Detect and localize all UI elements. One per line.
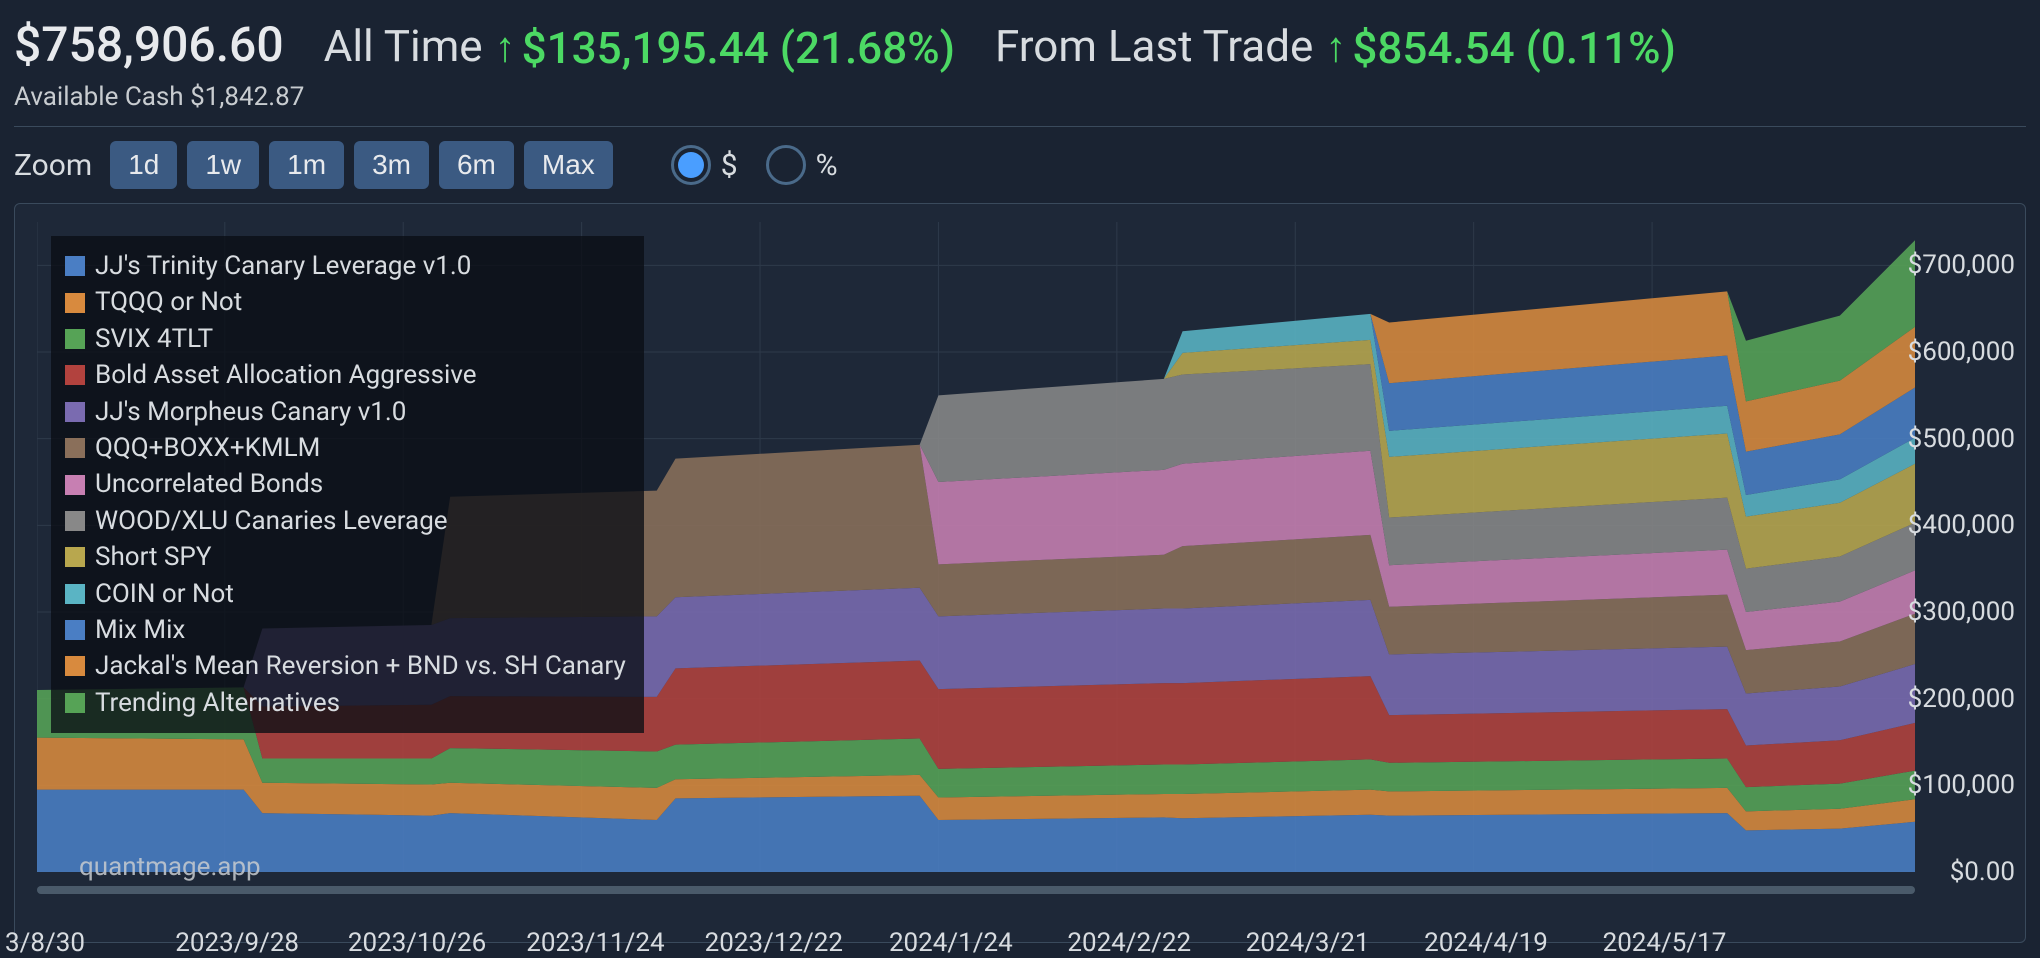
- portfolio-value: $758,906.60: [14, 16, 284, 73]
- legend-swatch-icon: [65, 656, 85, 676]
- y-axis-tick-label: $700,000: [1908, 250, 2015, 280]
- zoom-max-button[interactable]: Max: [524, 141, 613, 189]
- legend-label: Jackal's Mean Reversion + BND vs. SH Can…: [95, 648, 626, 684]
- unit-radio-group: $ %: [671, 145, 856, 185]
- x-axis-tick-label: 2024/5/17: [1603, 928, 1727, 958]
- legend-label: Mix Mix: [95, 612, 185, 648]
- watermark: quantmage.app: [79, 852, 261, 882]
- legend-swatch-icon: [65, 620, 85, 640]
- legend-swatch-icon: [65, 365, 85, 385]
- unit-dollar-label: $: [721, 148, 738, 183]
- legend-item[interactable]: WOOD/XLU Canaries Leverage: [65, 503, 626, 539]
- legend-label: Bold Asset Allocation Aggressive: [95, 357, 477, 393]
- legend-swatch-icon: [65, 511, 85, 531]
- chart-scrollbar-track[interactable]: [37, 886, 1915, 894]
- x-axis-tick-label: 2023/10/26: [348, 928, 486, 958]
- legend-label: JJ's Morpheus Canary v1.0: [95, 394, 406, 430]
- available-cash: Available Cash $1,842.87: [14, 78, 2026, 126]
- legend-item[interactable]: Bold Asset Allocation Aggressive: [65, 357, 626, 393]
- legend-item[interactable]: Mix Mix: [65, 612, 626, 648]
- y-axis-tick-label: $400,000: [1908, 510, 2015, 540]
- legend-label: COIN or Not: [95, 576, 234, 612]
- arrow-up-icon: ↑: [1325, 27, 1346, 69]
- zoom-6m-button[interactable]: 6m: [439, 141, 514, 189]
- unit-percent-radio[interactable]: [766, 145, 806, 185]
- from-last-trade-change: ↑ $854.54 (0.11%): [1325, 22, 1675, 74]
- legend-item[interactable]: Trending Alternatives: [65, 685, 626, 721]
- legend-swatch-icon: [65, 584, 85, 604]
- zoom-1m-button[interactable]: 1m: [269, 141, 344, 189]
- x-axis-tick-label: 2023/9/28: [175, 928, 299, 958]
- legend-swatch-icon: [65, 402, 85, 422]
- legend-item[interactable]: TQQQ or Not: [65, 284, 626, 320]
- legend-label: WOOD/XLU Canaries Leverage: [95, 503, 448, 539]
- y-axis-tick-label: $100,000: [1908, 770, 2015, 800]
- all-time-label: All Time: [324, 20, 483, 72]
- zoom-buttons: 1d 1w 1m 3m 6m Max: [110, 141, 613, 189]
- legend-swatch-icon: [65, 438, 85, 458]
- from-last-trade-label: From Last Trade: [995, 20, 1313, 72]
- y-axis-tick-label: $300,000: [1908, 597, 2015, 627]
- from-last-trade-change-value: $854.54 (0.11%): [1352, 22, 1675, 74]
- x-axis-tick-label: 2023/11/24: [526, 928, 664, 958]
- all-time-block: All Time ↑ $135,195.44 (21.68%): [324, 20, 955, 74]
- legend-item[interactable]: COIN or Not: [65, 576, 626, 612]
- legend-swatch-icon: [65, 293, 85, 313]
- legend-item[interactable]: Short SPY: [65, 539, 626, 575]
- x-axis-tick-label: 2024/4/19: [1424, 928, 1548, 958]
- x-axis-tick-label: 2024/1/24: [889, 928, 1013, 958]
- y-axis-labels: $0.00$100,000$200,000$300,000$400,000$50…: [1915, 222, 2015, 872]
- arrow-up-icon: ↑: [495, 27, 516, 69]
- legend-swatch-icon: [65, 256, 85, 276]
- zoom-label: Zoom: [14, 148, 92, 183]
- zoom-3m-button[interactable]: 3m: [354, 141, 429, 189]
- chart-frame: $0.00 $100,000 $200,000 $300,000 $400,000 $50…: [14, 203, 2026, 943]
- y-axis-tick-label: $500,000: [1908, 424, 2015, 454]
- x-axis-tick-label: 3/8/30: [5, 928, 85, 958]
- x-axis-tick-label: 2024/3/21: [1246, 928, 1370, 958]
- legend-label: Short SPY: [95, 539, 211, 575]
- legend-label: Uncorrelated Bonds: [95, 466, 323, 502]
- legend-swatch-icon: [65, 547, 85, 567]
- legend-label: JJ's Trinity Canary Leverage v1.0: [95, 248, 471, 284]
- legend-item[interactable]: JJ's Morpheus Canary v1.0: [65, 394, 626, 430]
- y-axis-tick-label: $0.00: [1950, 857, 2015, 887]
- legend-label: SVIX 4TLT: [95, 321, 213, 357]
- legend-item[interactable]: Uncorrelated Bonds: [65, 466, 626, 502]
- legend-swatch-icon: [65, 475, 85, 495]
- legend-item[interactable]: JJ's Trinity Canary Leverage v1.0: [65, 248, 626, 284]
- zoom-1w-button[interactable]: 1w: [187, 141, 259, 189]
- legend-label: Trending Alternatives: [95, 685, 340, 721]
- legend-item[interactable]: Jackal's Mean Reversion + BND vs. SH Can…: [65, 648, 626, 684]
- all-time-change-value: $135,195.44 (21.68%): [522, 22, 955, 74]
- x-axis-tick-label: 2024/2/22: [1067, 928, 1191, 958]
- portfolio-header: $758,906.60 All Time ↑ $135,195.44 (21.6…: [14, 10, 2026, 78]
- legend-swatch-icon: [65, 329, 85, 349]
- x-axis-tick-label: 2023/12/22: [705, 928, 843, 958]
- all-time-change: ↑ $135,195.44 (21.68%): [495, 22, 955, 74]
- unit-dollar-radio[interactable]: [671, 145, 711, 185]
- legend-item[interactable]: SVIX 4TLT: [65, 321, 626, 357]
- y-axis-tick-label: $200,000: [1908, 684, 2015, 714]
- controls-row: Zoom 1d 1w 1m 3m 6m Max $ %: [14, 141, 2026, 203]
- legend-swatch-icon: [65, 693, 85, 713]
- chart-scrollbar-thumb[interactable]: [37, 886, 1915, 894]
- legend-label: TQQQ or Not: [95, 284, 242, 320]
- header-divider: [14, 126, 2026, 127]
- chart-legend: JJ's Trinity Canary Leverage v1.0TQQQ or…: [51, 236, 644, 733]
- unit-percent-label: %: [816, 148, 838, 183]
- y-axis-tick-label: $600,000: [1908, 337, 2015, 367]
- zoom-1d-button[interactable]: 1d: [110, 141, 177, 189]
- legend-item[interactable]: QQQ+BOXX+KMLM: [65, 430, 626, 466]
- from-last-trade-block: From Last Trade ↑ $854.54 (0.11%): [995, 20, 1676, 74]
- legend-label: QQQ+BOXX+KMLM: [95, 430, 320, 466]
